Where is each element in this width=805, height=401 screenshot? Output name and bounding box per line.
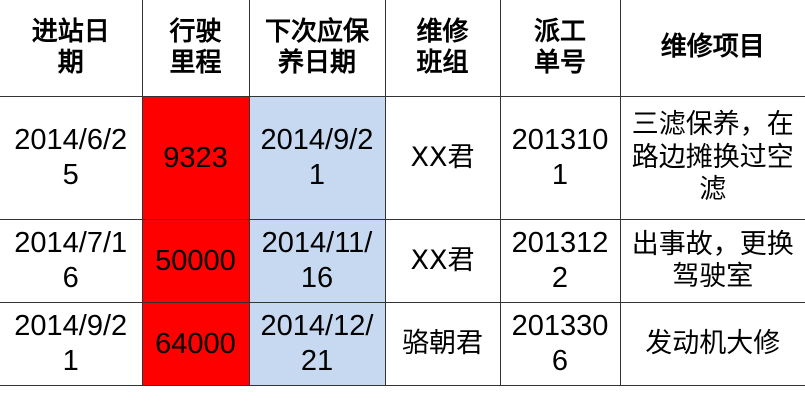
mileage: 9323 [141,96,250,220]
mileage: 64000 [141,302,250,386]
header-repair-team: 维修班组 [384,0,501,97]
table-row: 2014/9/21 64000 2014/12/21 骆朝君 2013306 发… [0,302,805,386]
ticket-number: 2013306 [499,302,621,386]
table-row: 2014/6/25 9323 2014/9/21 XX君 2013101 三滤保… [0,96,805,220]
next-maintenance-date: 2014/12/21 [248,302,386,386]
repair-items: 发动机大修 [619,302,805,386]
header-mileage: 行驶里程 [141,0,250,97]
header-entry-date: 进站日期 [0,0,143,97]
header-row: 进站日期 行驶里程 下次应保养日期 维修班组 派工单号 维修项目 [0,0,805,97]
repair-items: 三滤保养，在路边摊换过空滤 [619,96,805,220]
repair-team: 骆朝君 [384,302,501,386]
next-maintenance-date: 2014/9/21 [248,96,386,220]
repair-items: 出事故，更换驾驶室 [619,219,805,303]
entry-date: 2014/7/16 [0,219,143,303]
maintenance-table: 进站日期 行驶里程 下次应保养日期 维修班组 派工单号 维修项目 2014/6/… [0,0,805,386]
entry-date: 2014/6/25 [0,96,143,220]
entry-date: 2014/9/21 [0,302,143,386]
repair-team: XX君 [384,96,501,220]
header-next-maintenance-date: 下次应保养日期 [248,0,386,97]
ticket-number: 2013101 [499,96,621,220]
ticket-number: 2013122 [499,219,621,303]
header-repair-items: 维修项目 [619,0,805,97]
mileage: 50000 [141,219,250,303]
next-maintenance-date: 2014/11/16 [248,219,386,303]
repair-team: XX君 [384,219,501,303]
table-row: 2014/7/16 50000 2014/11/16 XX君 2013122 出… [0,219,805,303]
header-ticket-number: 派工单号 [499,0,621,97]
